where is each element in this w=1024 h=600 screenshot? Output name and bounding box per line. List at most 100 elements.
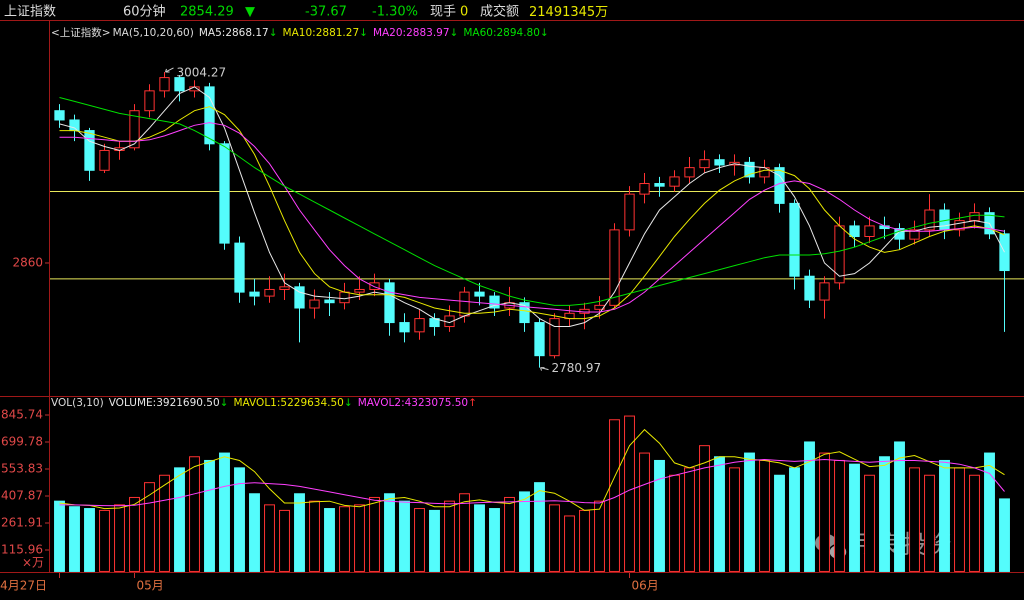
- volume-bar: [309, 500, 320, 572]
- volume-bar: [774, 474, 785, 572]
- volume-bar: [159, 474, 170, 572]
- volume-bar: [834, 459, 845, 572]
- candle-body: [894, 228, 905, 240]
- volume-bar: [249, 493, 260, 572]
- candle-body: [354, 288, 365, 293]
- volume-bar: [939, 459, 950, 572]
- low-label: 2780.97: [552, 361, 602, 375]
- volume-bar: [399, 500, 410, 572]
- legend-name: MA5: [199, 27, 222, 39]
- volume-bar: [534, 482, 545, 572]
- vol-tick-label: 553.83: [1, 461, 43, 475]
- volume-bar: [819, 452, 830, 572]
- vol-tick-label: 261.91: [1, 515, 43, 529]
- ma-line: [59, 106, 1005, 320]
- legend-name: MAVOL1: [233, 397, 276, 409]
- volume-bar: [654, 459, 665, 572]
- annotation-arrow: [540, 367, 549, 371]
- candle-body: [954, 220, 965, 231]
- volume-bar: [459, 493, 470, 572]
- volume-bar: [699, 445, 710, 572]
- vol-ma-line: [59, 458, 1005, 507]
- legend-trend: ↓: [359, 27, 368, 39]
- legend-value: 2883.97: [406, 27, 449, 39]
- legend-value: 3921690.50: [156, 397, 219, 409]
- candle-body: [834, 225, 845, 284]
- legend-sep: :: [493, 27, 497, 39]
- candle-body: [699, 159, 710, 169]
- ma-line: [59, 122, 1005, 313]
- candle-body: [744, 161, 755, 178]
- legend-sep: :: [153, 397, 157, 409]
- legend-name: VOLUME: [109, 397, 153, 409]
- vol-tick-label: 407.87: [1, 488, 43, 502]
- period: 60分钟: [123, 4, 166, 20]
- volume-bar: [54, 500, 65, 572]
- volume-bar: [69, 506, 80, 572]
- candle-body: [204, 86, 215, 145]
- candle-body: [714, 159, 725, 166]
- volume-bar: [279, 509, 290, 572]
- annotation-arrow: [165, 67, 174, 73]
- candle-body: [789, 202, 800, 277]
- candle-body: [489, 295, 500, 309]
- volume-bar: [984, 452, 995, 572]
- volume-bar: [564, 515, 575, 572]
- candle-body: [234, 242, 245, 293]
- x-tick-label: 06月: [632, 579, 659, 593]
- legend-value: 4323075.50: [405, 397, 468, 409]
- volume-bar: [624, 415, 635, 572]
- candle-body: [279, 286, 290, 290]
- volume-bar: [999, 498, 1010, 572]
- legend-value: 2881.27: [316, 27, 359, 39]
- legend-value: 5229634.50: [280, 397, 343, 409]
- volume-bar: [429, 509, 440, 572]
- candle-body: [399, 322, 410, 333]
- panel-title: <上证指数>: [51, 26, 111, 39]
- volume-bar: [714, 456, 725, 572]
- candle-body: [549, 318, 560, 357]
- volume-bar: [594, 500, 605, 572]
- volume-bar: [444, 500, 455, 572]
- candle-body: [219, 143, 230, 244]
- volume-bar: [879, 456, 890, 572]
- candle-body: [339, 291, 350, 304]
- vol-legend: VOL(3,10) VOLUME:3921690.50↓ MAVOL1:522963…: [51, 397, 477, 409]
- volume-bar: [219, 452, 230, 572]
- candle-body: [849, 225, 860, 237]
- volume-bar: [804, 441, 815, 572]
- candle-body: [819, 282, 830, 301]
- volume-bar: [114, 504, 125, 572]
- volume-bar: [384, 493, 395, 572]
- change-pct: -1.30%: [372, 5, 418, 20]
- volume-bar: [294, 493, 305, 572]
- legend-value: 2868.17: [225, 27, 268, 39]
- volume-bar: [969, 474, 980, 572]
- candle-body: [654, 183, 665, 187]
- volume-bar: [924, 474, 935, 572]
- volume-bar: [324, 508, 335, 572]
- candle-body: [669, 176, 680, 187]
- legend-sep: :: [277, 397, 281, 409]
- volume-bar: [369, 496, 380, 572]
- volume-bar: [504, 496, 515, 572]
- candle-body: [294, 286, 305, 309]
- candle-body: [174, 77, 185, 92]
- y-tick-label: 2860: [12, 255, 43, 269]
- price: 2854.29: [180, 5, 234, 20]
- candle-body: [804, 275, 815, 301]
- legend-trend: ↓: [344, 397, 353, 409]
- legend-value: 2894.80: [496, 27, 539, 39]
- amount-label: 成交额: [480, 4, 519, 20]
- candle-body: [414, 318, 425, 333]
- index-name: 上证指数: [4, 5, 56, 20]
- volume-bar: [264, 504, 275, 572]
- candle-body: [324, 299, 335, 304]
- volume-bar: [549, 504, 560, 572]
- candle-body: [924, 209, 935, 231]
- legend-name: MAVOL2: [358, 397, 401, 409]
- volume-bar: [339, 506, 350, 572]
- candle-body: [69, 119, 80, 132]
- volume-bar: [579, 509, 590, 572]
- ma-legend: <上证指数> MA(5,10,20,60) MA5:2868.17↓ MA10:288…: [51, 26, 549, 39]
